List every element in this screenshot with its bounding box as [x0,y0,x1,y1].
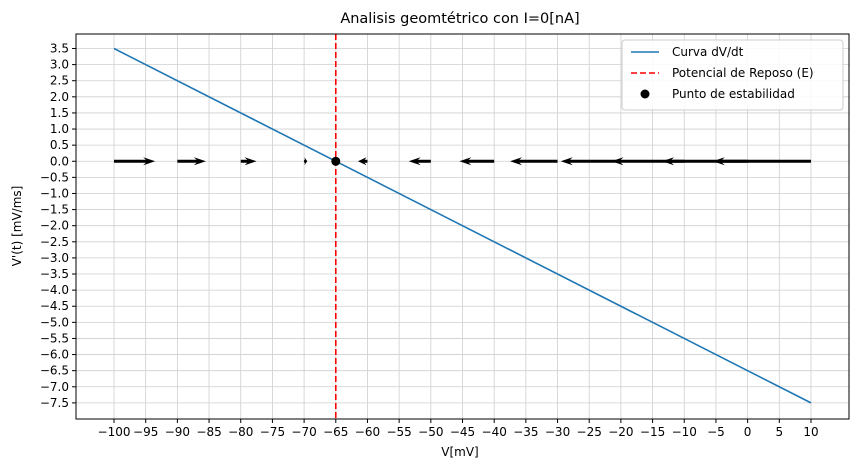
vector-arrow [304,157,308,166]
x-tick-label: −10 [672,425,697,439]
y-tick-label: −4.5 [40,299,69,313]
y-tick-label: −1.5 [40,203,69,217]
y-tick-label: 1.0 [50,122,69,136]
legend-label-rest-potential: Potencial de Reposo (E) [672,66,814,80]
y-tick-label: −1.0 [40,186,69,200]
y-axis-label: V'(t) [mV/ms] [10,186,24,267]
vector-arrow-head [560,157,573,166]
x-tick-label: −15 [640,425,665,439]
x-tick-label: −50 [418,425,443,439]
y-axis: 3.5 3.0 2.5 2.0 1.5 1.0 0.5 0.0 −0.5 −1.0 −1.5 −2.0… [40,41,76,410]
vector-arrow [712,157,811,166]
y-tick-label: −4.0 [40,283,69,297]
x-tick-label: −65 [323,425,348,439]
y-tick-label: −7.5 [40,396,69,410]
x-tick-label: −45 [450,425,475,439]
y-tick-label: −2.5 [40,235,69,249]
x-tick-label: −80 [228,425,253,439]
vector-arrow [357,157,368,166]
y-tick-label: 3.5 [50,41,69,55]
stability-point [331,156,341,166]
vector-arrow-head [459,157,472,166]
x-axis: −100 −95 −90 −85 −80 −75 −70 −65 −60 −55 −50 −45 −40… [98,419,819,439]
vector-arrow [114,157,156,166]
y-tick-label: −2.0 [40,219,69,233]
x-tick-label: −70 [291,425,316,439]
x-tick-label: 0 [744,425,752,439]
y-tick-label: 0.0 [50,154,69,168]
x-tick-label: −55 [386,425,411,439]
x-tick-label: −90 [165,425,190,439]
vector-arrow-head [357,157,367,166]
vector-arrow-head [193,157,206,166]
y-tick-label: 0.5 [50,138,69,152]
series-line-curve [113,47,812,404]
vector-arrow [177,157,206,166]
x-tick-label: −35 [513,425,538,439]
x-tick-label: −30 [545,425,570,439]
vector-arrow-head [143,157,156,166]
y-tick-label: 2.5 [50,74,69,88]
x-tick-label: −5 [707,425,725,439]
legend-box [621,39,844,111]
x-tick-label: −40 [482,425,507,439]
vector-arrow [240,157,257,166]
vector-arrow [459,157,495,166]
vector-arrow-head [304,157,308,166]
x-tick-label: 5 [775,425,783,439]
y-tick-label: −3.0 [40,251,69,265]
x-tick-label: −25 [577,425,602,439]
chart-title: Analisis geomtétrico con I=0[nA] [340,11,579,27]
y-tick-label: −0.5 [40,170,69,184]
vector-arrow-head [662,157,675,166]
x-tick-label: −100 [98,425,131,439]
x-tick-label: 10 [803,425,818,439]
y-tick-label: −5.5 [40,331,69,345]
x-tick-label: −85 [196,425,221,439]
legend-label-stability-point: Punto de estabilidad [672,87,795,101]
y-tick-label: 3.0 [50,58,69,72]
vector-arrow-head [712,157,725,166]
vector-arrow-head [611,157,624,166]
vector-arrow-head [244,157,257,166]
y-tick-label: −7.0 [40,380,69,394]
x-axis-label: V[mV] [441,445,478,459]
y-tick-label: 1.5 [50,106,69,120]
x-tick-label: −60 [355,425,380,439]
y-tick-label: −3.5 [40,267,69,281]
y-tick-label: −6.5 [40,364,69,378]
plot-area [113,34,812,419]
vector-arrow [510,157,558,166]
y-tick-label: −5.0 [40,315,69,329]
vector-arrow-head [510,157,523,166]
vector-arrow-head [408,157,421,166]
legend-label-curve: Curva dV/dt [672,45,744,59]
x-tick-label: −95 [133,425,158,439]
vector-arrow [408,157,431,166]
x-tick-label: −20 [608,425,633,439]
x-tick-label: −75 [260,425,285,439]
y-tick-label: −6.0 [40,348,69,362]
legend-swatch-stability-point [640,89,650,99]
legend: Curva dV/dt Potencial de Reposo (E) Punt… [621,39,844,111]
y-tick-label: 2.0 [50,90,69,104]
